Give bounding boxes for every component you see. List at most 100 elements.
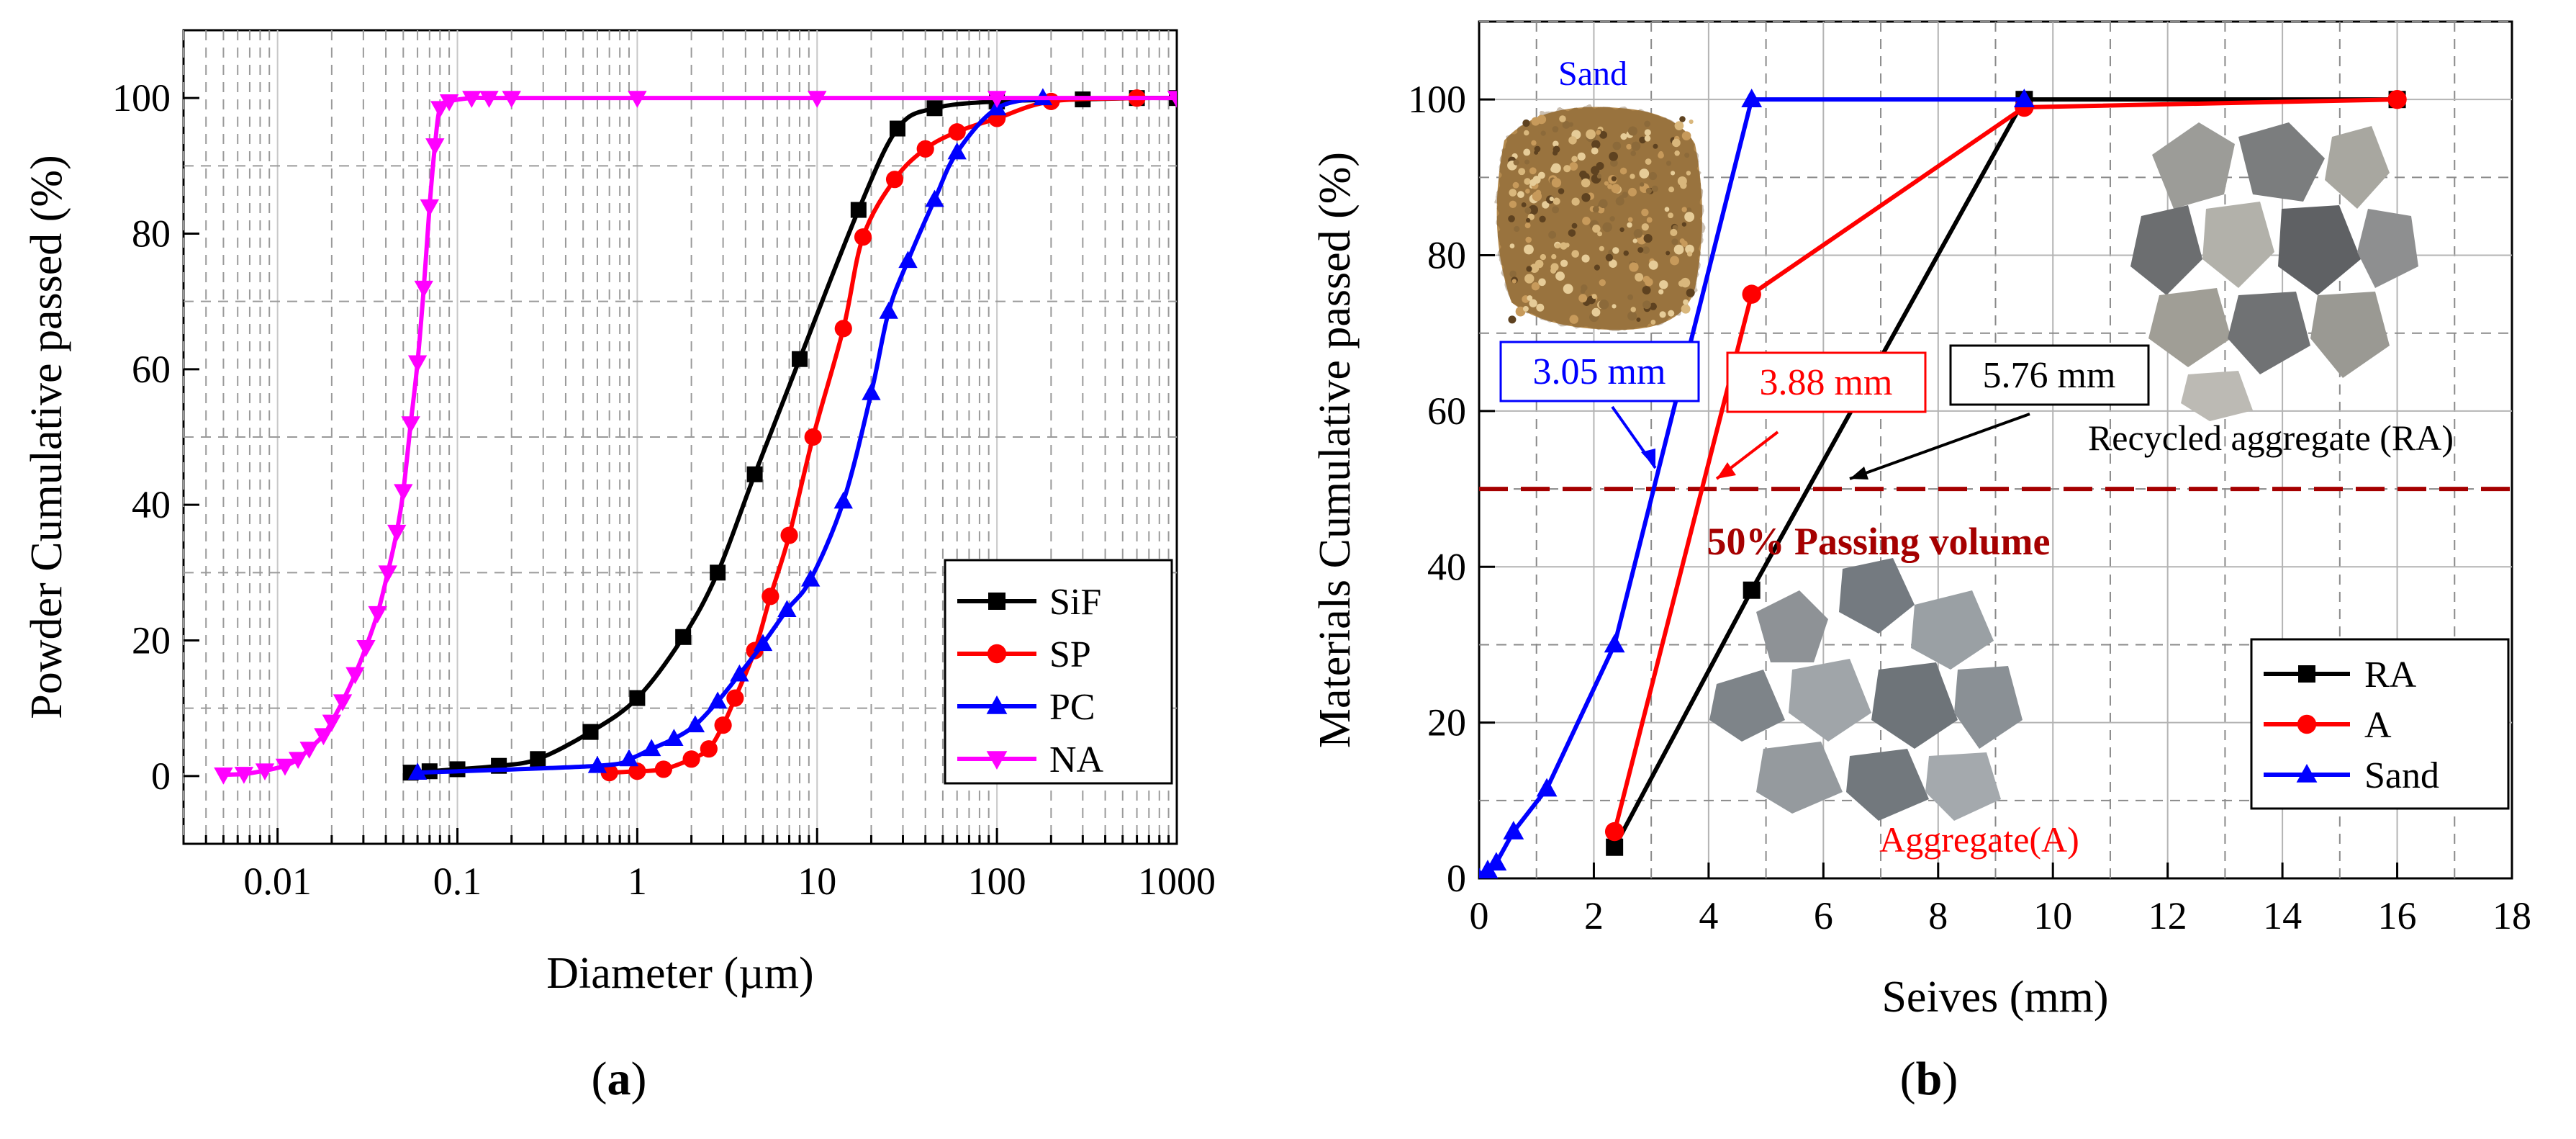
panel-a-xlabel: Diameter (µm) [546, 949, 813, 998]
sand-grain [1602, 222, 1612, 233]
sand-grain [1599, 130, 1608, 139]
sand-grain [1630, 150, 1637, 156]
sand-grain [1684, 212, 1695, 222]
x-tick-label: 1000 [1138, 860, 1216, 903]
sand-grain [1639, 168, 1650, 179]
sand-grain [1514, 225, 1520, 233]
sand-grain [1686, 288, 1695, 297]
data-point-pc [777, 600, 797, 618]
sand-grain [1569, 315, 1578, 324]
sand-grain [1672, 138, 1681, 148]
sand-grain [1644, 120, 1651, 127]
sand-grain [1627, 311, 1637, 321]
legend-marker-pc [986, 695, 1008, 714]
sand-grain [1671, 238, 1678, 246]
sand-grain [1610, 159, 1618, 167]
sand-grain [1633, 229, 1643, 238]
data-point-pc [925, 189, 944, 207]
sand-grain [1579, 170, 1587, 179]
sand-grain [1563, 284, 1573, 294]
panel-a-legend: SiF SP PC NA [944, 559, 1173, 785]
sand-grain [1629, 262, 1639, 272]
sand-grain [1599, 279, 1606, 287]
sand-grain [1586, 129, 1596, 140]
x-tick-label: 0.1 [433, 860, 482, 903]
sand-grain [1531, 282, 1540, 291]
sand-grain [1668, 310, 1675, 317]
sand-grain [1531, 117, 1540, 126]
recycled-aggregate-label: Recycled aggregate (RA) [2088, 418, 2454, 458]
sand-grain [1648, 171, 1658, 181]
sand-grain [1542, 201, 1550, 209]
sand-grain [1539, 215, 1546, 222]
sand-grain [1612, 141, 1622, 150]
sand-grain [1571, 250, 1579, 258]
y-tick-label: 100 [1408, 78, 1466, 121]
panel-b-series [1479, 89, 2407, 878]
sand-grain [1644, 129, 1651, 136]
y-tick-label: 40 [1427, 545, 1466, 588]
sand-grain [1670, 228, 1678, 236]
data-point-na [345, 667, 365, 685]
sand-grain [1568, 122, 1573, 127]
sand-grain [1651, 185, 1658, 192]
data-point-sp [761, 587, 779, 605]
sand-grain [1551, 206, 1560, 214]
data-point-na [1167, 91, 1177, 108]
sand-grain [1611, 176, 1617, 181]
data-point-pc [708, 691, 728, 709]
sand-grain [1605, 253, 1614, 261]
sand-grain [1686, 207, 1692, 213]
sand-grain [1522, 306, 1529, 312]
sand-grain [1551, 178, 1562, 188]
sand-grain [1524, 178, 1531, 185]
panel-b-xlabel: Seives (mm) [1881, 973, 2108, 1022]
sand-grain [1673, 244, 1684, 255]
sand-grain [1685, 244, 1694, 254]
sand-grain [1679, 116, 1686, 122]
sand-grain [1508, 215, 1515, 222]
y-tick-label: 60 [1427, 390, 1466, 433]
data-point-pc [753, 634, 773, 652]
sand-grain [1548, 230, 1557, 239]
sand-grain [1535, 189, 1542, 196]
sand-grain [1632, 238, 1637, 243]
sand-grain [1609, 259, 1617, 268]
sand-grain [1521, 202, 1527, 207]
sand-grain [1568, 229, 1576, 237]
sand-grain [1622, 192, 1628, 198]
legend-marker-na [986, 751, 1008, 770]
data-point-ra [1743, 581, 1761, 599]
sand-grain [1578, 294, 1588, 303]
sand-grain [1517, 191, 1524, 199]
sand-grain [1528, 204, 1539, 215]
svg-text:5.76 mm: 5.76 mm [1983, 355, 2116, 396]
sand-grain [1560, 242, 1568, 250]
data-point-sp [700, 740, 718, 758]
data-point-sp [600, 764, 618, 782]
panel-a-ylabel: Powder Cumulative passed (%) [22, 155, 71, 719]
x-tick-label: 14 [2263, 894, 2302, 937]
data-point-a [1604, 821, 1624, 842]
sand-grain [1524, 159, 1530, 165]
x-tick-label: 1 [628, 860, 647, 903]
legend-marker-a [2297, 714, 2317, 734]
panel-a-axes [182, 96, 1170, 844]
data-point-sand [1741, 89, 1763, 107]
legend-marker-sand [2296, 764, 2318, 783]
sand-grain [1639, 136, 1646, 144]
x-tick-label: 0.01 [243, 860, 312, 903]
sand-grain [1555, 271, 1565, 281]
svg-text:3.88 mm: 3.88 mm [1760, 362, 1893, 403]
sand-grain [1645, 158, 1652, 165]
sand-grain [1627, 222, 1632, 228]
sand-grain [1509, 200, 1517, 208]
sand-grain [1522, 119, 1530, 127]
sand-grain [1562, 121, 1571, 129]
data-point-na [401, 416, 420, 433]
data-point-sif [530, 751, 546, 767]
sand-grain [1687, 251, 1693, 257]
sand-grain [1550, 263, 1559, 271]
sand-grain [1599, 246, 1604, 251]
